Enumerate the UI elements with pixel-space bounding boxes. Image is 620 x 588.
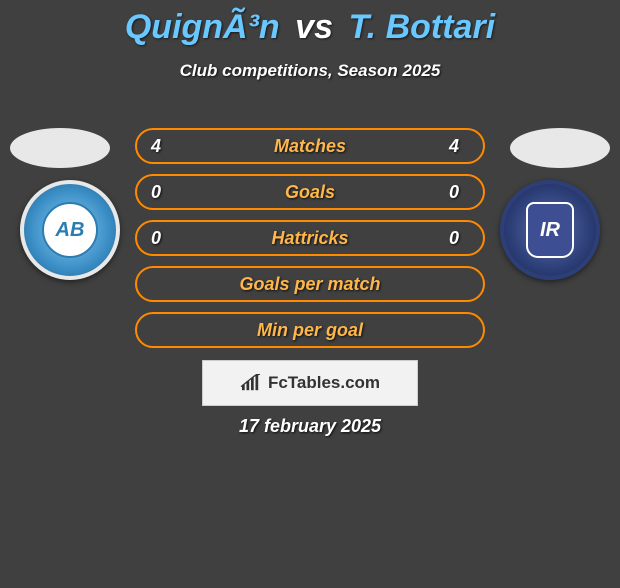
stat-row-hattricks: 0 Hattricks 0 <box>135 220 485 256</box>
stat-label: Min per goal <box>171 320 449 341</box>
comparison-title: QuignÃ³n vs T. Bottari <box>0 8 620 47</box>
stat-row-goals-per-match: Goals per match <box>135 266 485 302</box>
brand-watermark: FcTables.com <box>202 360 418 406</box>
stat-label: Goals per match <box>171 274 449 295</box>
stat-left-value: 0 <box>151 228 171 249</box>
comparison-date: 17 february 2025 <box>0 416 620 437</box>
club-initials-right: IR <box>526 202 574 258</box>
stat-left-value: 0 <box>151 182 171 203</box>
stats-table: 4 Matches 4 0 Goals 0 0 Hattricks 0 Goal… <box>135 128 485 358</box>
stat-row-goals: 0 Goals 0 <box>135 174 485 210</box>
stat-row-min-per-goal: Min per goal <box>135 312 485 348</box>
bar-chart-icon <box>240 374 262 392</box>
subtitle: Club competitions, Season 2025 <box>0 61 620 81</box>
player1-avatar-placeholder <box>10 128 110 168</box>
stat-label: Hattricks <box>171 228 449 249</box>
player1-club-badge: AB <box>20 180 120 280</box>
brand-text: FcTables.com <box>268 373 380 393</box>
stat-row-matches: 4 Matches 4 <box>135 128 485 164</box>
stat-right-value: 0 <box>449 228 469 249</box>
player2-avatar-placeholder <box>510 128 610 168</box>
stat-right-value: 4 <box>449 136 469 157</box>
stat-left-value: 4 <box>151 136 171 157</box>
player2-name: T. Bottari <box>348 8 495 46</box>
club-initials-left: AB <box>42 202 98 258</box>
stat-label: Goals <box>171 182 449 203</box>
player1-name: QuignÃ³n <box>125 8 280 46</box>
vs-separator: vs <box>295 8 333 46</box>
player2-club-badge: IR <box>500 180 600 280</box>
stat-right-value: 0 <box>449 182 469 203</box>
stat-label: Matches <box>171 136 449 157</box>
